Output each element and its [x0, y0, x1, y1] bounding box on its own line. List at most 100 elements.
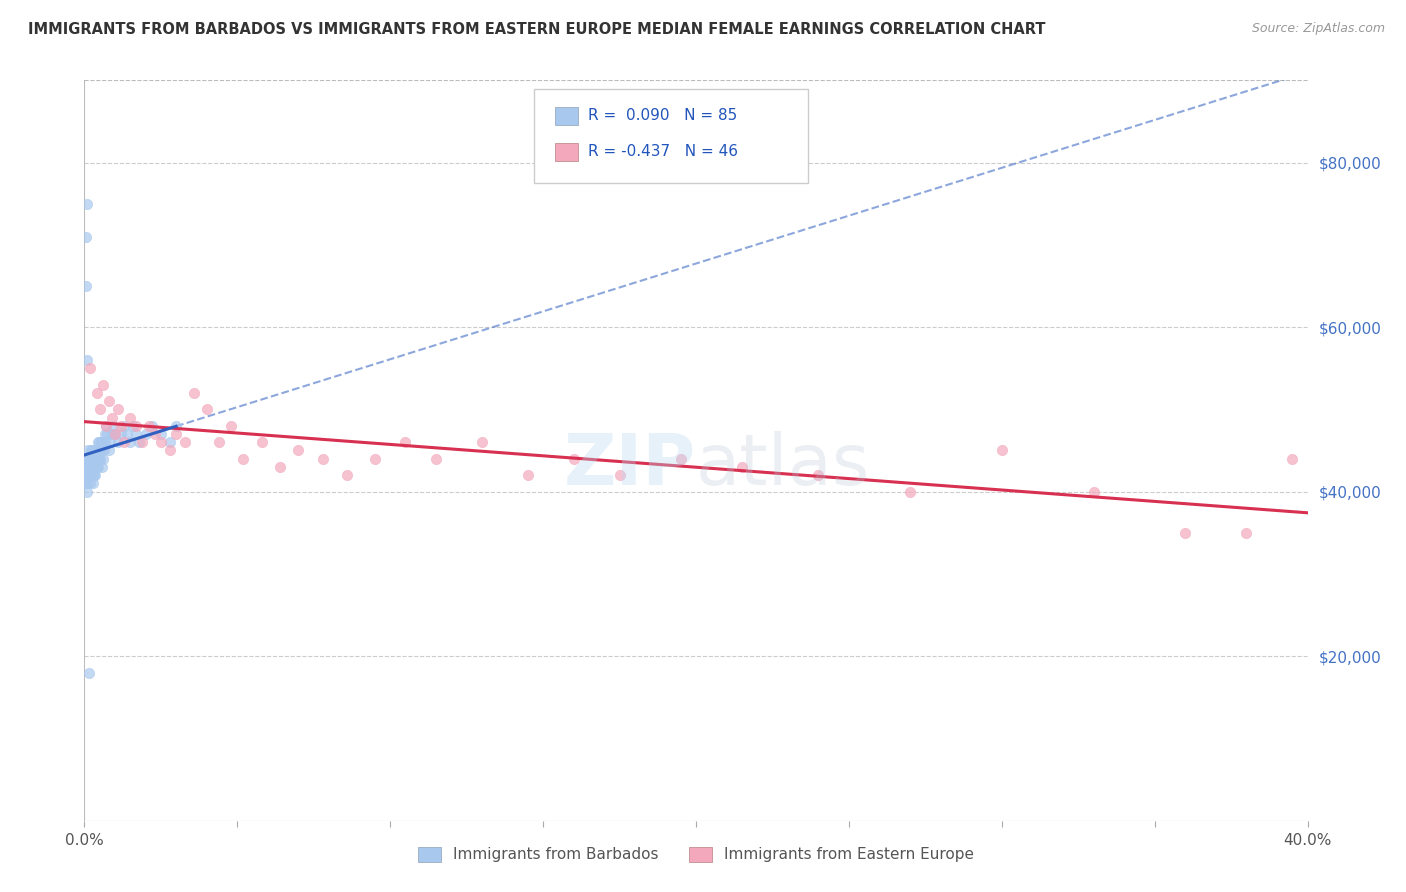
Point [89, 451, 111, 466]
Point [80, 451, 103, 466]
Point [1281, 451, 1303, 466]
Point [80, 451, 103, 466]
Point [83, 459, 105, 474]
Point [159, 443, 181, 458]
Point [425, 451, 447, 466]
Point [364, 451, 387, 466]
Point [75, 229, 97, 244]
Point [101, 427, 124, 442]
Point [141, 418, 163, 433]
Point [91, 451, 114, 466]
Point [471, 435, 494, 450]
Text: R =  0.090   N = 85: R = 0.090 N = 85 [588, 109, 737, 123]
Point [669, 451, 692, 466]
Point [84, 459, 107, 474]
Text: IMMIGRANTS FROM BARBADOS VS IMMIGRANTS FROM EASTERN EUROPE MEDIAN FEMALE EARNING: IMMIGRANTS FROM BARBADOS VS IMMIGRANTS F… [28, 22, 1046, 37]
Point [128, 435, 150, 450]
Point [83, 459, 105, 474]
Point [104, 427, 127, 442]
Point [174, 435, 197, 450]
Point [143, 427, 166, 442]
Point [76, 353, 98, 368]
Point [76, 196, 98, 211]
Point [107, 435, 129, 450]
Point [76, 484, 98, 499]
Point [1083, 484, 1105, 499]
Point [138, 418, 160, 433]
Point [87, 451, 110, 466]
Text: Source: ZipAtlas.com: Source: ZipAtlas.com [1251, 22, 1385, 36]
Point [159, 435, 181, 450]
Point [79, 459, 101, 474]
Point [73, 468, 96, 483]
Point [76, 451, 98, 466]
Point [165, 418, 187, 433]
Point [91, 377, 114, 392]
Point [394, 435, 416, 450]
Point [76, 459, 98, 474]
Point [93, 427, 115, 442]
Point [84, 459, 107, 474]
Point [86, 459, 108, 474]
Text: R = -0.437   N = 46: R = -0.437 N = 46 [588, 145, 738, 159]
Point [82, 468, 104, 483]
Point [991, 443, 1014, 458]
Point [94, 435, 117, 450]
Point [110, 427, 132, 442]
Point [80, 468, 103, 483]
Point [97, 394, 120, 409]
Point [89, 451, 111, 466]
Point [86, 435, 108, 450]
Point [91, 435, 114, 450]
Point [84, 468, 107, 483]
Point [77, 665, 100, 680]
Point [90, 435, 112, 450]
Point [87, 443, 110, 458]
Point [731, 459, 754, 474]
Point [112, 435, 135, 450]
Point [79, 361, 101, 376]
Point [80, 459, 103, 474]
Point [807, 468, 830, 483]
Point [75, 279, 97, 293]
Point [131, 435, 153, 450]
Point [84, 443, 107, 458]
Point [898, 484, 921, 499]
Point [112, 418, 135, 433]
Point [103, 418, 125, 433]
Point [149, 435, 172, 450]
Point [1236, 525, 1258, 540]
Point [76, 476, 98, 491]
Point [84, 451, 107, 466]
Point [77, 451, 100, 466]
Point [104, 427, 127, 442]
Point [82, 443, 104, 458]
Point [287, 443, 309, 458]
Point [89, 443, 111, 458]
Point [98, 435, 121, 450]
Point [96, 427, 118, 442]
Point [232, 451, 254, 466]
Point [120, 435, 142, 450]
Point [79, 476, 101, 491]
Point [183, 385, 205, 400]
Point [87, 451, 110, 466]
Point [79, 459, 101, 474]
Point [79, 451, 101, 466]
Point [75, 451, 97, 466]
Point [208, 435, 231, 450]
Point [79, 468, 101, 483]
Point [336, 468, 359, 483]
Point [312, 451, 335, 466]
Point [125, 427, 148, 442]
Point [75, 459, 97, 474]
Point [77, 459, 100, 474]
Point [86, 451, 108, 466]
Point [83, 451, 105, 466]
Point [122, 418, 145, 433]
Point [89, 402, 111, 417]
Point [93, 443, 115, 458]
Point [609, 468, 631, 483]
Text: ZIP: ZIP [564, 431, 696, 500]
Point [76, 468, 98, 483]
